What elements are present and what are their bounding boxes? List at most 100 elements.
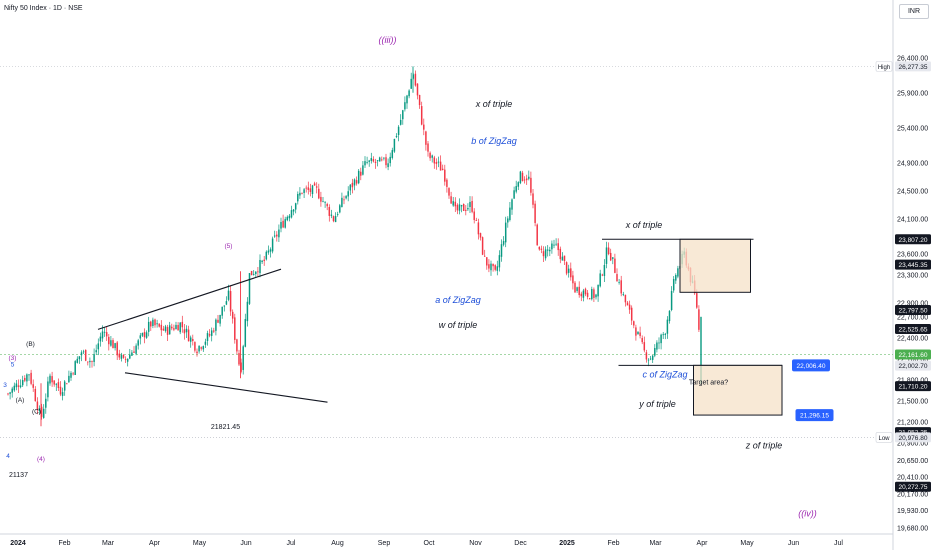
candle (620, 275, 622, 297)
candle-body (345, 196, 347, 199)
price-tag: 26,277.35 High (875, 61, 931, 72)
currency-selector[interactable]: INR (899, 4, 929, 19)
candle (36, 397, 39, 415)
candle (185, 325, 188, 339)
price-tick-label: 25,900.00 (897, 90, 928, 97)
candle-body (177, 324, 179, 331)
candle-body (677, 268, 679, 277)
candle (353, 178, 356, 191)
candle-body (229, 291, 232, 312)
candle-body (139, 335, 142, 339)
time-tick-label: May (740, 540, 754, 547)
candle (124, 356, 127, 363)
candle (210, 327, 213, 342)
candle-body (326, 204, 328, 207)
candle-body (433, 157, 436, 164)
candle (406, 94, 408, 109)
candle-body (483, 255, 486, 257)
candle-body (187, 329, 190, 342)
candle (137, 338, 139, 350)
candle (227, 284, 230, 302)
time-tick-label: May (193, 540, 207, 547)
candle-body (368, 160, 370, 162)
candle-body (628, 304, 631, 310)
candle (234, 313, 236, 344)
candle-body (322, 201, 324, 203)
candle-body (152, 319, 154, 326)
candle (641, 335, 643, 345)
candle (546, 245, 549, 257)
candle-body (179, 322, 181, 333)
candle-body (168, 325, 171, 335)
candle-body (525, 178, 528, 181)
candle-body (271, 238, 274, 252)
candle-body (595, 294, 597, 298)
candle-body (171, 326, 173, 329)
candle-body (565, 262, 568, 274)
candle-body (515, 186, 517, 192)
candle (528, 170, 530, 181)
candle (158, 323, 160, 328)
candle (288, 214, 291, 222)
candle-body (696, 293, 698, 308)
candle (580, 291, 583, 302)
price-tick-label: 22,900.00 (897, 300, 928, 307)
price-tag-bg (895, 360, 931, 371)
candle (99, 332, 102, 347)
wave-label: 4 (6, 453, 10, 460)
candle-body (343, 199, 345, 201)
candle-body (273, 235, 276, 237)
candle (171, 323, 173, 331)
time-tick-label: Aug (331, 540, 344, 547)
candle (47, 376, 49, 402)
candle (355, 176, 358, 186)
candle (649, 356, 652, 361)
candle (311, 184, 314, 199)
candle (525, 174, 528, 185)
price-tick-label: 22,400.00 (897, 335, 928, 342)
price-tag: 23,445.35 (895, 259, 931, 270)
candle (471, 196, 473, 214)
wave-label: (4) (37, 456, 45, 463)
candle-body (622, 294, 625, 295)
candle-body (313, 183, 316, 186)
time-tick-label: Mar (102, 540, 115, 547)
candle (307, 181, 310, 195)
candle (221, 306, 223, 319)
time-tick-label: Mar (649, 540, 662, 547)
candle-body (572, 275, 574, 284)
candle-body (654, 348, 656, 356)
candle (51, 371, 53, 387)
candle-body (236, 339, 238, 352)
candle (250, 270, 253, 276)
candle-body (504, 222, 507, 243)
upper-wedge-line (97, 268, 282, 330)
candle-body (471, 200, 473, 212)
candle-body (605, 247, 608, 264)
candle (496, 260, 499, 276)
candle (595, 293, 597, 300)
candle (498, 250, 501, 272)
candle-body (183, 329, 186, 334)
candle (7, 392, 9, 396)
candle (616, 268, 618, 282)
candle (135, 343, 137, 356)
candle (32, 379, 34, 392)
candle (17, 379, 20, 394)
candle (303, 188, 305, 198)
candle (244, 313, 247, 348)
candle-body (303, 189, 305, 193)
candle-body (574, 282, 576, 293)
candle (511, 198, 513, 215)
price-tick-label: 20,410.00 (897, 475, 928, 482)
candle (219, 314, 221, 327)
candle-body (80, 352, 83, 356)
candle-body (280, 222, 282, 229)
candle (229, 285, 232, 316)
candle-body (299, 192, 301, 196)
candle-body (137, 340, 139, 346)
candle (601, 273, 604, 277)
wave-label: x of triple (625, 220, 663, 230)
candle (670, 286, 673, 312)
